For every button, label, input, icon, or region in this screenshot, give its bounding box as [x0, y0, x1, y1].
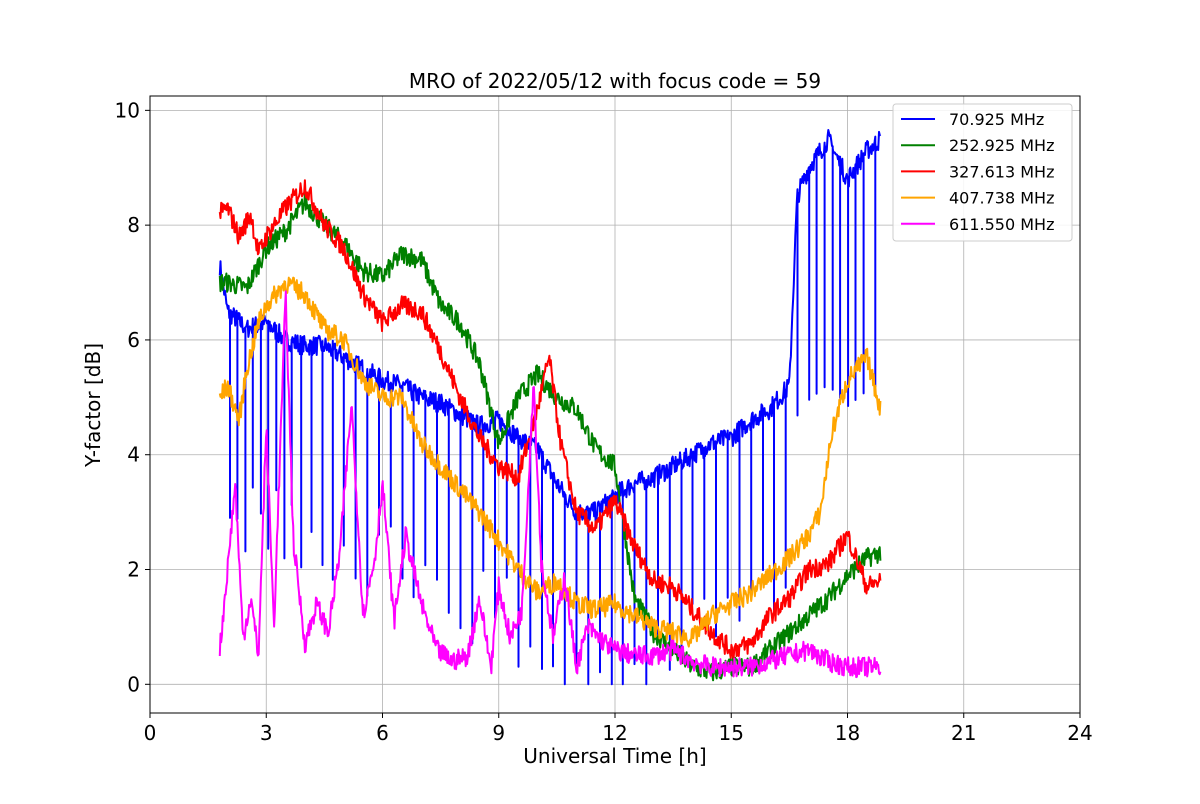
chart-title: MRO of 2022/05/12 with focus code = 59 [409, 69, 821, 93]
x-tick-label: 24 [1067, 721, 1092, 745]
legend-label: 327.613 MHz [949, 162, 1054, 181]
x-tick-label: 9 [492, 721, 505, 745]
legend-label: 70.925 MHz [949, 110, 1044, 129]
y-tick-label: 4 [127, 443, 140, 467]
x-tick-label: 6 [376, 721, 389, 745]
legend-label: 611.550 MHz [949, 215, 1054, 234]
x-tick-label: 0 [144, 721, 157, 745]
series-line [218, 290, 882, 679]
y-tick-label: 2 [127, 558, 140, 582]
series-line [218, 179, 882, 660]
x-tick-label: 21 [951, 721, 976, 745]
series-line [218, 129, 882, 686]
x-tick-label: 12 [602, 721, 627, 745]
x-axis-label: Universal Time [h] [523, 744, 706, 768]
x-tick-label: 3 [260, 721, 273, 745]
y-tick-label: 10 [115, 98, 140, 122]
legend-label: 407.738 MHz [949, 189, 1054, 208]
y-tick-label: 8 [127, 213, 140, 237]
y-tick-label: 6 [127, 328, 140, 352]
series-line [218, 192, 882, 682]
x-tick-label: 15 [719, 721, 744, 745]
y-axis-label: Y-factor [dB] [81, 343, 105, 468]
series-layer [218, 129, 882, 686]
y-tick-label: 0 [127, 672, 140, 696]
legend-label: 252.925 MHz [949, 136, 1054, 155]
x-tick-label: 18 [835, 721, 860, 745]
series-line [218, 276, 882, 648]
legend: 70.925 MHz 252.925 MHz 327.613 MHz 407.738 … [892, 103, 1073, 242]
legend-frame [892, 103, 1073, 242]
